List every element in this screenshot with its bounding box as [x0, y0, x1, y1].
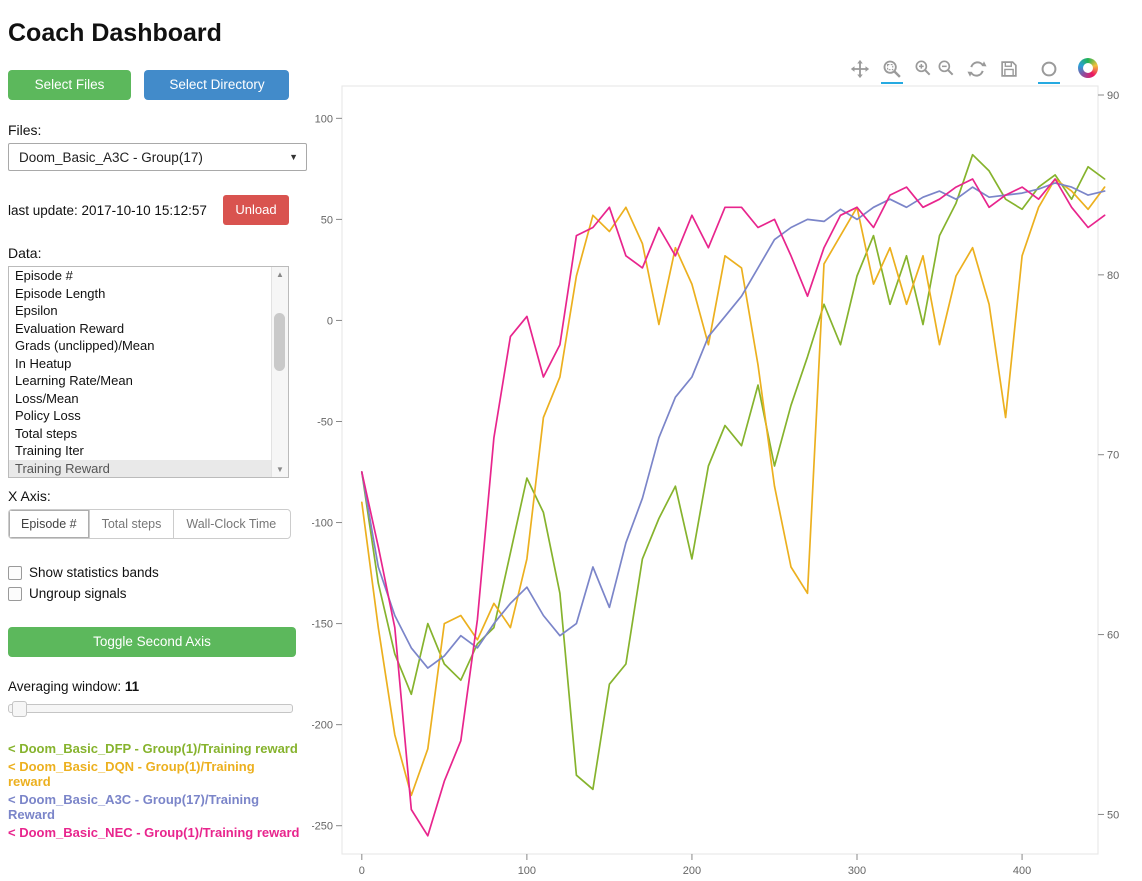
- training-reward-chart[interactable]: 100 50 0 -50 -100 -150 -200 -250 90 80 70 60 50 0 100 2…: [312, 82, 1138, 878]
- scroll-down-icon[interactable]: ▼: [276, 465, 284, 474]
- x-tick-label: 400: [1013, 865, 1031, 877]
- plot-area[interactable]: 100 50 0 -50 -100 -150 -200 -250 90 80 70 60 50 0 100 2…: [312, 58, 1138, 878]
- zoom-out-icon[interactable]: [936, 58, 956, 82]
- toggle-second-axis-button[interactable]: Toggle Second Axis: [8, 627, 296, 657]
- list-item[interactable]: Total steps: [15, 425, 78, 441]
- files-select[interactable]: Doom_Basic_A3C - Group(17) ▼: [8, 143, 307, 171]
- series-line-nec: [360, 178, 1106, 837]
- list-scrollbar[interactable]: ▲ ▼: [271, 267, 288, 477]
- data-items-container: Episode # Episode Length Epsilon Evaluation…: [9, 267, 288, 477]
- x-axis-option-episode-[interactable]: Episode #: [9, 510, 90, 538]
- legend-area: < Doom_Basic_DFP - Group(1)/Training rew…: [8, 741, 300, 840]
- legend-entry[interactable]: < Doom_Basic_A3C - Group(17)/Training Re…: [8, 792, 260, 822]
- list-item[interactable]: Policy Loss: [15, 408, 81, 423]
- y-tick-label-left: 100: [315, 113, 333, 125]
- x-axis-option-wall-clock-time[interactable]: Wall-Clock Time: [174, 510, 289, 538]
- plot-toolbar: [839, 58, 1098, 84]
- y-tick-label-left: -150: [312, 619, 333, 631]
- bokeh-logo-icon[interactable]: [1078, 58, 1098, 78]
- file-buttons-row: Select Files Select Directory: [8, 70, 300, 100]
- last-update-text: last update: 2017-10-10 15:12:57: [8, 202, 207, 218]
- y-tick-label-left: -50: [317, 416, 333, 428]
- y-tick-label-left: 0: [327, 315, 333, 327]
- unload-button[interactable]: Unload: [223, 195, 289, 225]
- y-tick-label-left: -100: [312, 518, 333, 530]
- x-axis-button-group: Episode # Total steps Wall-Clock Time: [8, 509, 291, 539]
- save-icon[interactable]: [998, 58, 1020, 82]
- reset-icon[interactable]: [966, 58, 988, 82]
- checkbox-label: Show statistics bands: [29, 565, 159, 580]
- list-item[interactable]: Episode #: [15, 268, 73, 283]
- averaging-slider[interactable]: [8, 701, 293, 717]
- list-item[interactable]: Evaluation Reward: [15, 320, 125, 336]
- y-tick-label-left: 50: [321, 214, 333, 226]
- last-update-row: last update: 2017-10-10 15:12:57 Unload: [8, 195, 289, 225]
- y-tick-label-left: -200: [312, 720, 333, 732]
- checkbox-row: Show statistics bands: [8, 565, 300, 580]
- scrollbar-thumb[interactable]: [274, 313, 285, 371]
- list-item[interactable]: Loss/Mean: [15, 390, 79, 406]
- y-tick-label-right: 70: [1107, 450, 1119, 462]
- checkbox-label: Ungroup signals: [29, 586, 127, 601]
- averaging-value: 11: [124, 679, 140, 694]
- averaging-slider-handle[interactable]: [12, 701, 27, 717]
- y-tick-label-right: 90: [1107, 90, 1119, 102]
- checkbox-icon[interactable]: [8, 565, 22, 580]
- hover-icon[interactable]: [1038, 58, 1060, 84]
- legend-entry[interactable]: < Doom_Basic_DQN - Group(1)/Training rew…: [8, 759, 255, 789]
- list-item[interactable]: Epsilon: [15, 303, 58, 318]
- checkbox-icon[interactable]: [8, 586, 22, 601]
- chevron-down-icon: ▼: [289, 152, 298, 162]
- series-line-dqn: [360, 178, 1106, 797]
- zoom-in-icon[interactable]: [913, 58, 933, 82]
- scroll-up-icon[interactable]: ▲: [276, 270, 284, 279]
- y-tick-label-right: 80: [1107, 270, 1119, 282]
- list-item[interactable]: Episode Length: [15, 285, 106, 301]
- x-axis-label: X Axis:: [8, 488, 51, 504]
- bokeh-logo-icon[interactable]: [1078, 58, 1098, 82]
- data-label: Data:: [8, 245, 42, 261]
- data-signal-list[interactable]: Episode # Episode Length Epsilon Evaluation…: [8, 266, 289, 478]
- averaging-window-label: Averaging window: 11: [8, 679, 300, 694]
- y-tick-label-left: -250: [312, 821, 333, 833]
- select-files-button[interactable]: Select Files: [8, 70, 131, 100]
- checkbox-area: Show statistics bands Ungroup signals: [8, 565, 300, 601]
- box-zoom-icon[interactable]: [881, 58, 903, 84]
- x-tick-label: 0: [359, 865, 365, 877]
- list-item[interactable]: Training Reward: [9, 459, 273, 477]
- list-item[interactable]: Grads (unclipped)/Mean: [15, 338, 155, 353]
- list-item[interactable]: Training Iter: [15, 443, 84, 458]
- list-item[interactable]: Learning Rate/Mean: [15, 373, 133, 388]
- plot-frame: [341, 85, 1099, 855]
- averaging-label-text: Averaging window:: [8, 679, 122, 694]
- checkbox-row: Ungroup signals: [8, 586, 300, 601]
- legend-entry[interactable]: < Doom_Basic_DFP - Group(1)/Training rew…: [8, 741, 298, 756]
- y-tick-label-right: 60: [1107, 630, 1119, 642]
- files-select-value: Doom_Basic_A3C - Group(17): [19, 149, 203, 165]
- y-tick-label-right: 50: [1107, 809, 1119, 821]
- files-label: Files:: [8, 122, 42, 138]
- list-item[interactable]: In Heatup: [15, 355, 72, 371]
- pan-icon[interactable]: [849, 58, 871, 82]
- x-tick-label: 200: [683, 865, 701, 877]
- page-title: Coach Dashboard: [8, 18, 222, 47]
- x-axis-option-total-steps[interactable]: Total steps: [89, 510, 175, 538]
- x-tick-label: 300: [848, 865, 866, 877]
- select-directory-button[interactable]: Select Directory: [144, 70, 290, 100]
- x-tick-label: 100: [518, 865, 536, 877]
- legend-entry[interactable]: < Doom_Basic_NEC - Group(1)/Training rew…: [8, 825, 300, 840]
- sidebar: Select Files Select Directory Files: Doo…: [8, 70, 307, 843]
